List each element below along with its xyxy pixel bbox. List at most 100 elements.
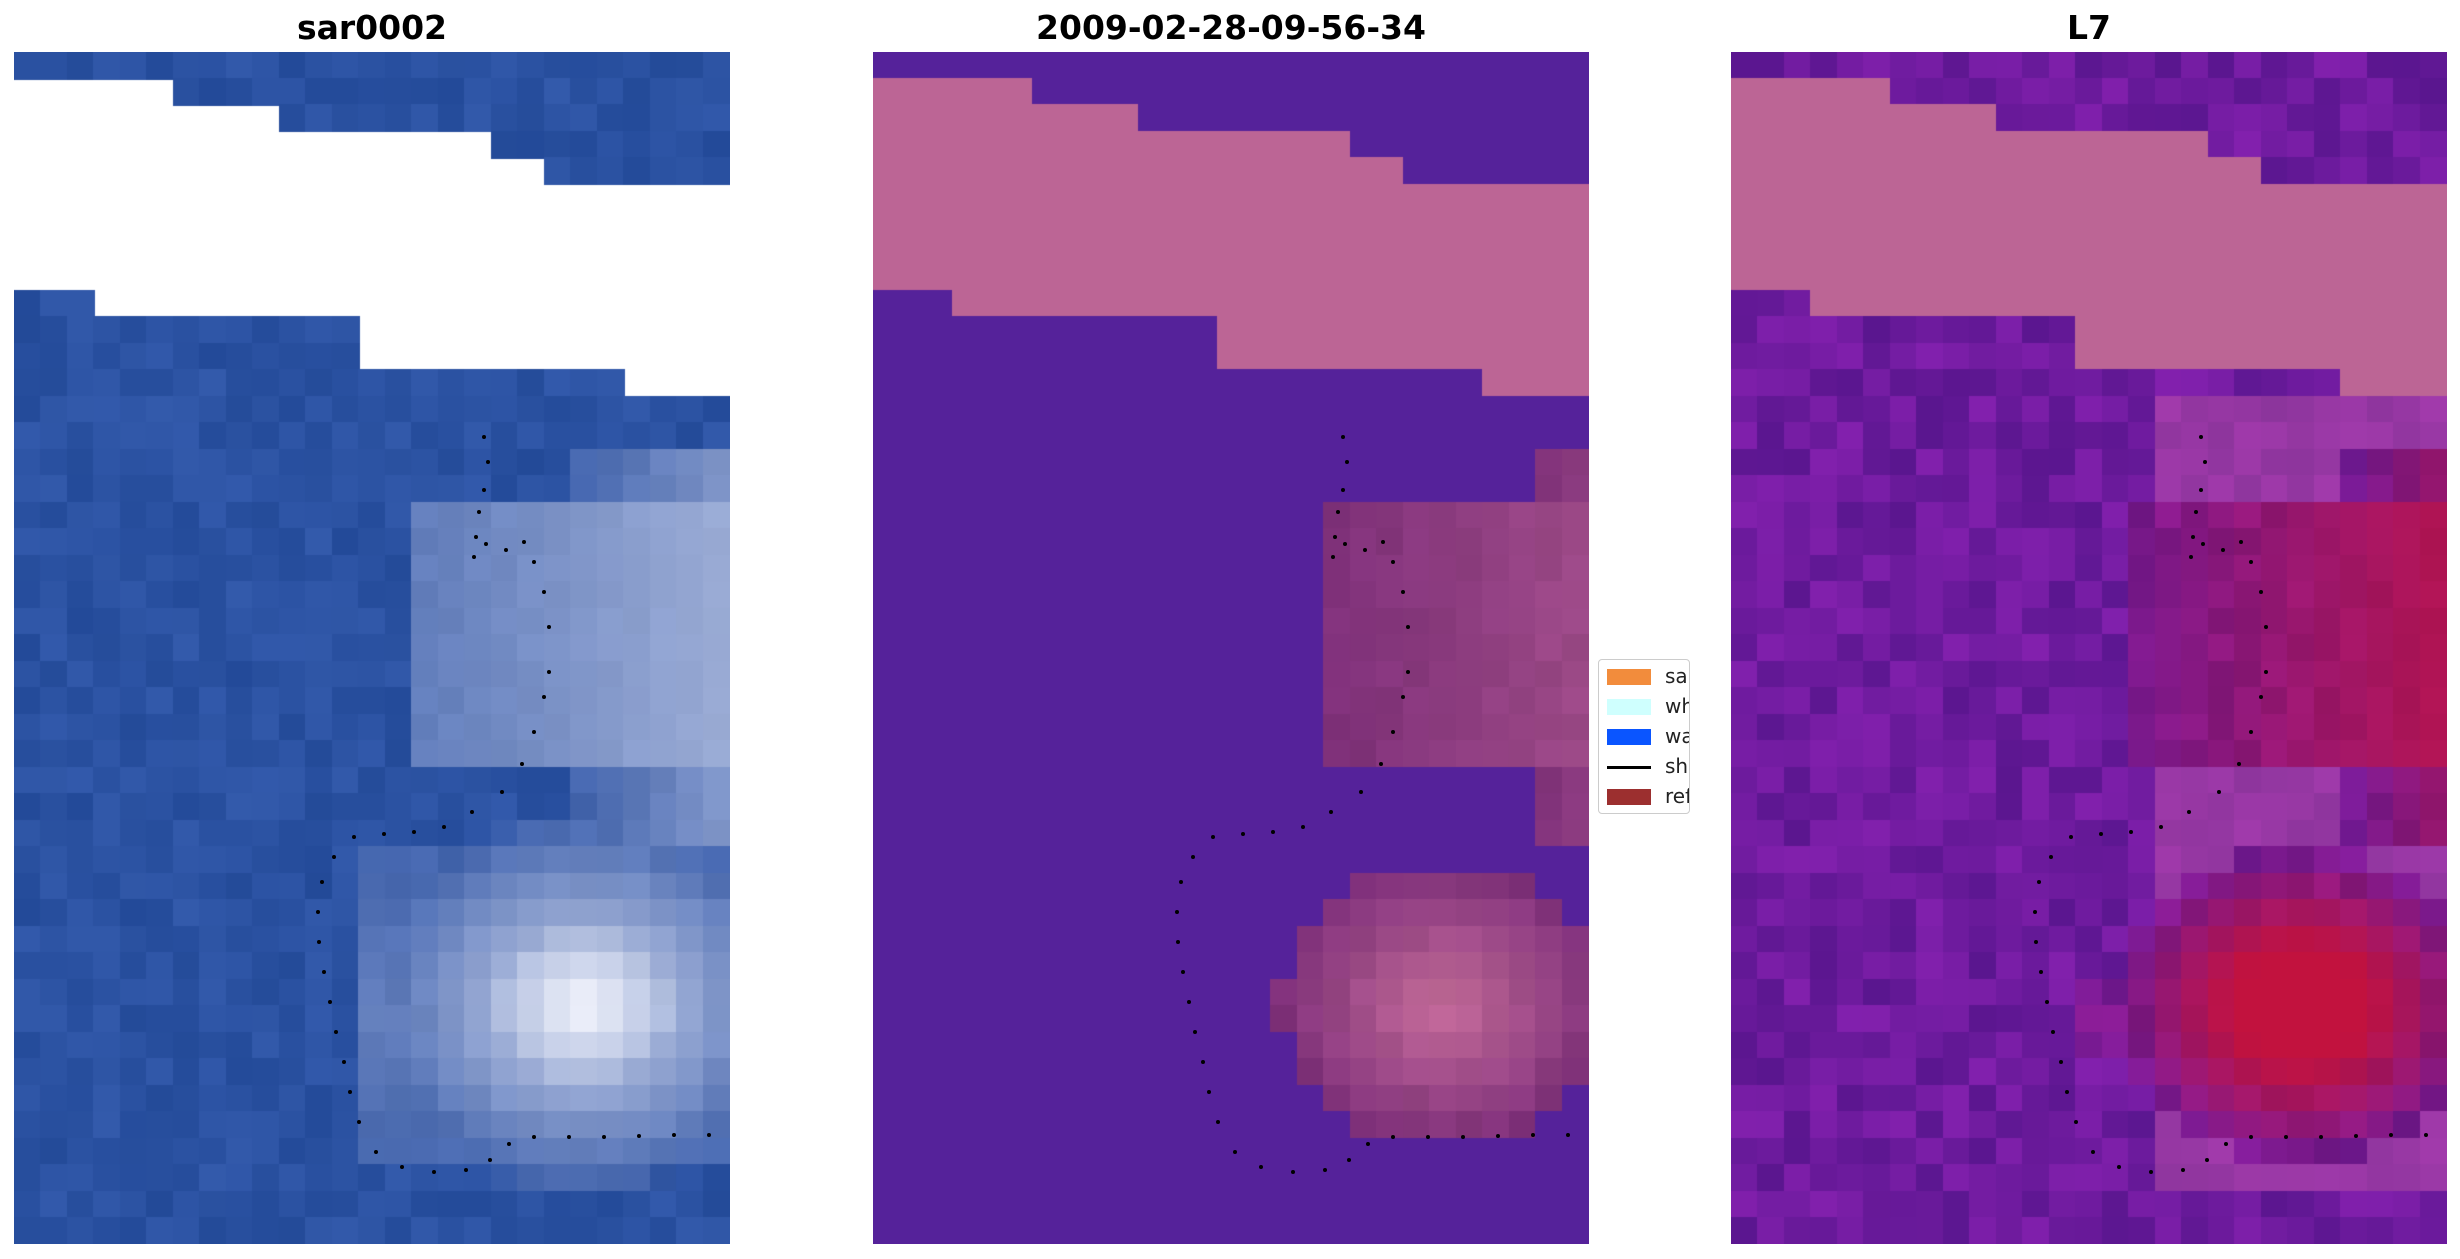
shoreline-point (2424, 1133, 2428, 1137)
shoreline-point (532, 730, 536, 734)
shoreline-point (488, 1158, 492, 1162)
shoreline-point (1193, 1030, 1197, 1034)
shoreline-point (477, 510, 481, 514)
shoreline-point (348, 1090, 352, 1094)
shoreline-overlay (2033, 435, 2428, 1174)
shoreline-point (1331, 555, 1335, 559)
shoreline-point (1401, 695, 1405, 699)
shoreline-point (2051, 1030, 2055, 1034)
shoreline-point (317, 940, 321, 944)
legend-label: reference shoreline buffer (1665, 784, 1689, 808)
shoreline-point (1291, 1170, 1295, 1174)
panel-1-title: sar0002 (296, 8, 448, 47)
shoreline-point (2205, 1158, 2209, 1162)
legend-item-sand: sand (1599, 662, 1689, 690)
legend-label: sand (1665, 664, 1689, 688)
sand-swatch (1607, 669, 1651, 685)
shoreline-point (1241, 832, 1245, 836)
shoreline-point (1323, 1168, 1327, 1172)
shoreline-point (1181, 970, 1185, 974)
shoreline-point (1359, 790, 1363, 794)
shoreline-point (2284, 1135, 2288, 1139)
shoreline-point (1187, 1000, 1191, 1004)
shoreline-point (1401, 590, 1405, 594)
rgb-image (14, 52, 730, 1244)
shoreline-point (2221, 548, 2225, 552)
shoreline-point (532, 560, 536, 564)
shoreline-point (1406, 625, 1410, 629)
shoreline-point (1216, 1120, 1220, 1124)
shoreline-point (482, 488, 486, 492)
shoreline-point (602, 1135, 606, 1139)
shoreline-point (500, 790, 504, 794)
shoreline-point (328, 1000, 332, 1004)
shoreline-point (2239, 540, 2243, 544)
shoreline-point (486, 460, 490, 464)
shoreline-point (1175, 910, 1179, 914)
shoreline-point (334, 1030, 338, 1034)
shoreline-point (342, 1060, 346, 1064)
shoreline-point (1343, 542, 1347, 546)
shoreline-point (2181, 1168, 2185, 1172)
shoreline-point (2217, 790, 2221, 794)
whitewater-swatch (1607, 699, 1651, 715)
shoreline-point (374, 1150, 378, 1154)
shoreline-point (432, 1170, 436, 1174)
shoreline-point (484, 542, 488, 546)
shoreline-overlay (316, 435, 711, 1174)
shoreline-point (2249, 1135, 2253, 1139)
shoreline-point (1341, 435, 1345, 439)
rgb-image-panel (14, 52, 730, 1244)
shoreline-point (1341, 488, 1345, 492)
legend-label: water (1665, 724, 1689, 748)
water-swatch (1607, 729, 1651, 745)
shoreline-point (1379, 762, 1383, 766)
shoreline-point (672, 1133, 676, 1137)
shoreline-point (1531, 1133, 1535, 1137)
shoreline-point (637, 1134, 641, 1138)
shoreline-point (400, 1165, 404, 1169)
shoreline-point (542, 590, 546, 594)
panel-3-title: L7 (2067, 8, 2111, 47)
shoreline-point (1381, 540, 1385, 544)
shoreline-point (482, 435, 486, 439)
shoreline-point (2191, 535, 2195, 539)
shoreline-point (1329, 810, 1333, 814)
shoreline-point (1207, 1090, 1211, 1094)
shoreline-point (2039, 970, 2043, 974)
shoreline-point (352, 835, 356, 839)
reference-buffer-swatch (1607, 789, 1651, 805)
shoreline-point (2159, 825, 2163, 829)
shoreline-point (2237, 762, 2241, 766)
shoreline-point (2091, 1150, 2095, 1154)
shoreline-point (1345, 460, 1349, 464)
shoreline-point (1233, 1150, 1237, 1154)
shoreline-point (320, 880, 324, 884)
shoreline-point (522, 540, 526, 544)
shoreline-point (2129, 830, 2133, 834)
shoreline-point (1259, 1165, 1263, 1169)
shoreline-point (412, 830, 416, 834)
shoreline-point (2059, 1060, 2063, 1064)
shoreline-point (382, 832, 386, 836)
shoreline-point (2199, 488, 2203, 492)
shoreline-point (2259, 695, 2263, 699)
shoreline-point (1391, 560, 1395, 564)
legend-item-whitewater: whitewater (1599, 692, 1689, 720)
index-image (1731, 52, 2447, 1244)
shoreline-point (2099, 832, 2103, 836)
legend-item-shoreline: shoreline (1599, 752, 1689, 780)
shoreline-point (1363, 548, 1367, 552)
shoreline-point (1406, 670, 1410, 674)
shoreline-point (1176, 940, 1180, 944)
shoreline-point (464, 1168, 468, 1172)
shoreline-point (2224, 1142, 2228, 1146)
shoreline-point (567, 1135, 571, 1139)
shoreline-point (2117, 1165, 2121, 1169)
shoreline-point (1336, 510, 1340, 514)
shoreline-point (532, 1135, 536, 1139)
shoreline-point (1201, 1060, 1205, 1064)
shoreline-point (332, 855, 336, 859)
shoreline-point (2037, 880, 2041, 884)
shoreline-point (1391, 1135, 1395, 1139)
